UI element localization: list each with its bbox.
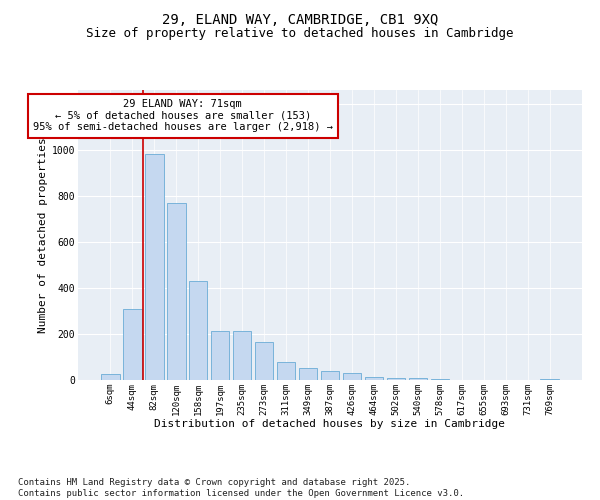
Bar	[365, 376, 383, 380]
Text: Size of property relative to detached houses in Cambridge: Size of property relative to detached ho…	[86, 28, 514, 40]
X-axis label: Distribution of detached houses by size in Cambridge: Distribution of detached houses by size …	[155, 419, 505, 429]
Bar	[189, 281, 208, 380]
Text: Contains HM Land Registry data © Crown copyright and database right 2025.
Contai: Contains HM Land Registry data © Crown c…	[18, 478, 464, 498]
Bar	[431, 379, 449, 380]
Text: 29, ELAND WAY, CAMBRIDGE, CB1 9XQ: 29, ELAND WAY, CAMBRIDGE, CB1 9XQ	[162, 12, 438, 26]
Bar	[255, 342, 274, 380]
Bar	[123, 308, 142, 380]
Bar	[101, 374, 119, 380]
Bar	[386, 378, 405, 380]
Bar	[541, 379, 559, 380]
Bar	[409, 378, 427, 380]
Text: 29 ELAND WAY: 71sqm
← 5% of detached houses are smaller (153)
95% of semi-detach: 29 ELAND WAY: 71sqm ← 5% of detached hou…	[33, 99, 333, 132]
Bar	[211, 330, 229, 380]
Bar	[343, 373, 361, 380]
Bar	[320, 372, 340, 380]
Bar	[277, 362, 295, 380]
Bar	[145, 154, 164, 380]
Bar	[299, 368, 317, 380]
Y-axis label: Number of detached properties: Number of detached properties	[38, 137, 47, 333]
Bar	[167, 203, 185, 380]
Bar	[233, 330, 251, 380]
